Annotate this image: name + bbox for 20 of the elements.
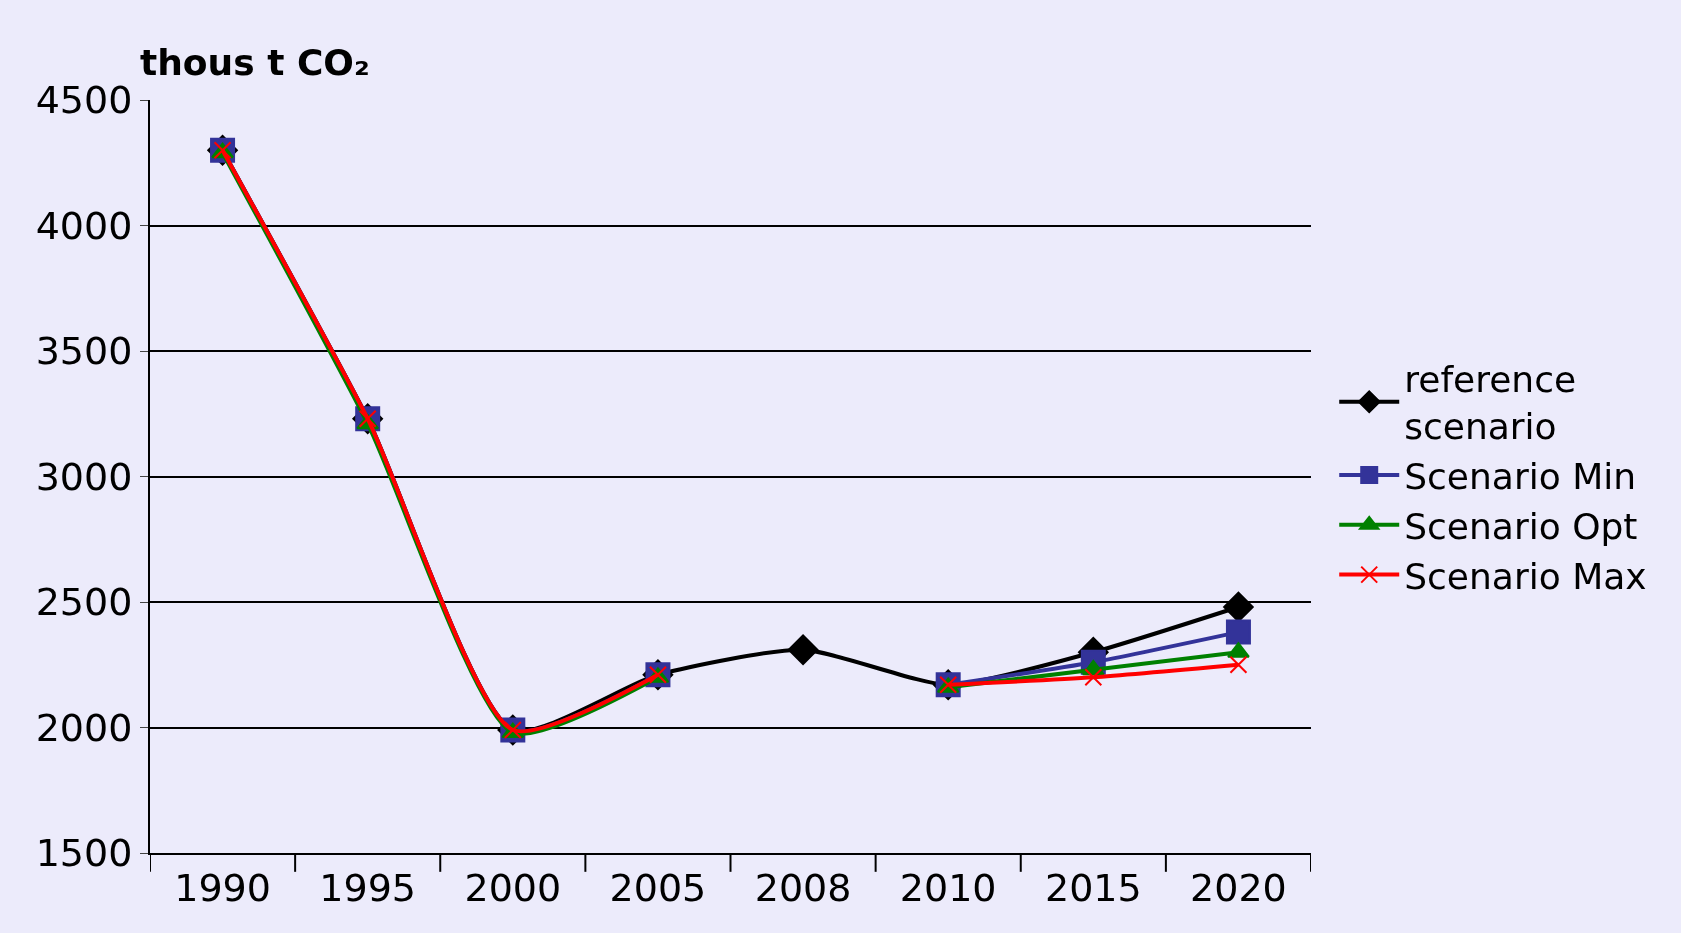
x-tick-label: 2020 (1190, 865, 1287, 910)
y-tick-label: 4000 (35, 203, 133, 248)
y-tick-label: 4500 (35, 78, 133, 123)
x-tick-label: 2008 (754, 865, 852, 910)
y-tick-label: 2000 (35, 705, 133, 750)
legend-label: Scenario Max (1404, 555, 1647, 597)
x-tick-label: 2015 (1044, 865, 1142, 910)
legend-label: reference scenario (1404, 359, 1577, 448)
x-tick-label: 2005 (609, 865, 707, 910)
y-axis-title: thous t CO₂ (140, 42, 370, 83)
legend-label: Scenario Min (1404, 456, 1637, 498)
y-tick-label: 3500 (35, 329, 133, 374)
x-tick-label: 2010 (899, 865, 997, 910)
legend-label: Scenario Opt (1404, 505, 1638, 547)
x-tick-label: 1995 (319, 865, 417, 910)
x-tick-label: 1990 (174, 865, 271, 910)
x-tick-label: 2000 (464, 865, 562, 910)
y-tick-label: 3000 (35, 454, 133, 499)
y-tick-label: 1500 (35, 831, 133, 876)
y-tick-label: 2500 (35, 580, 133, 625)
